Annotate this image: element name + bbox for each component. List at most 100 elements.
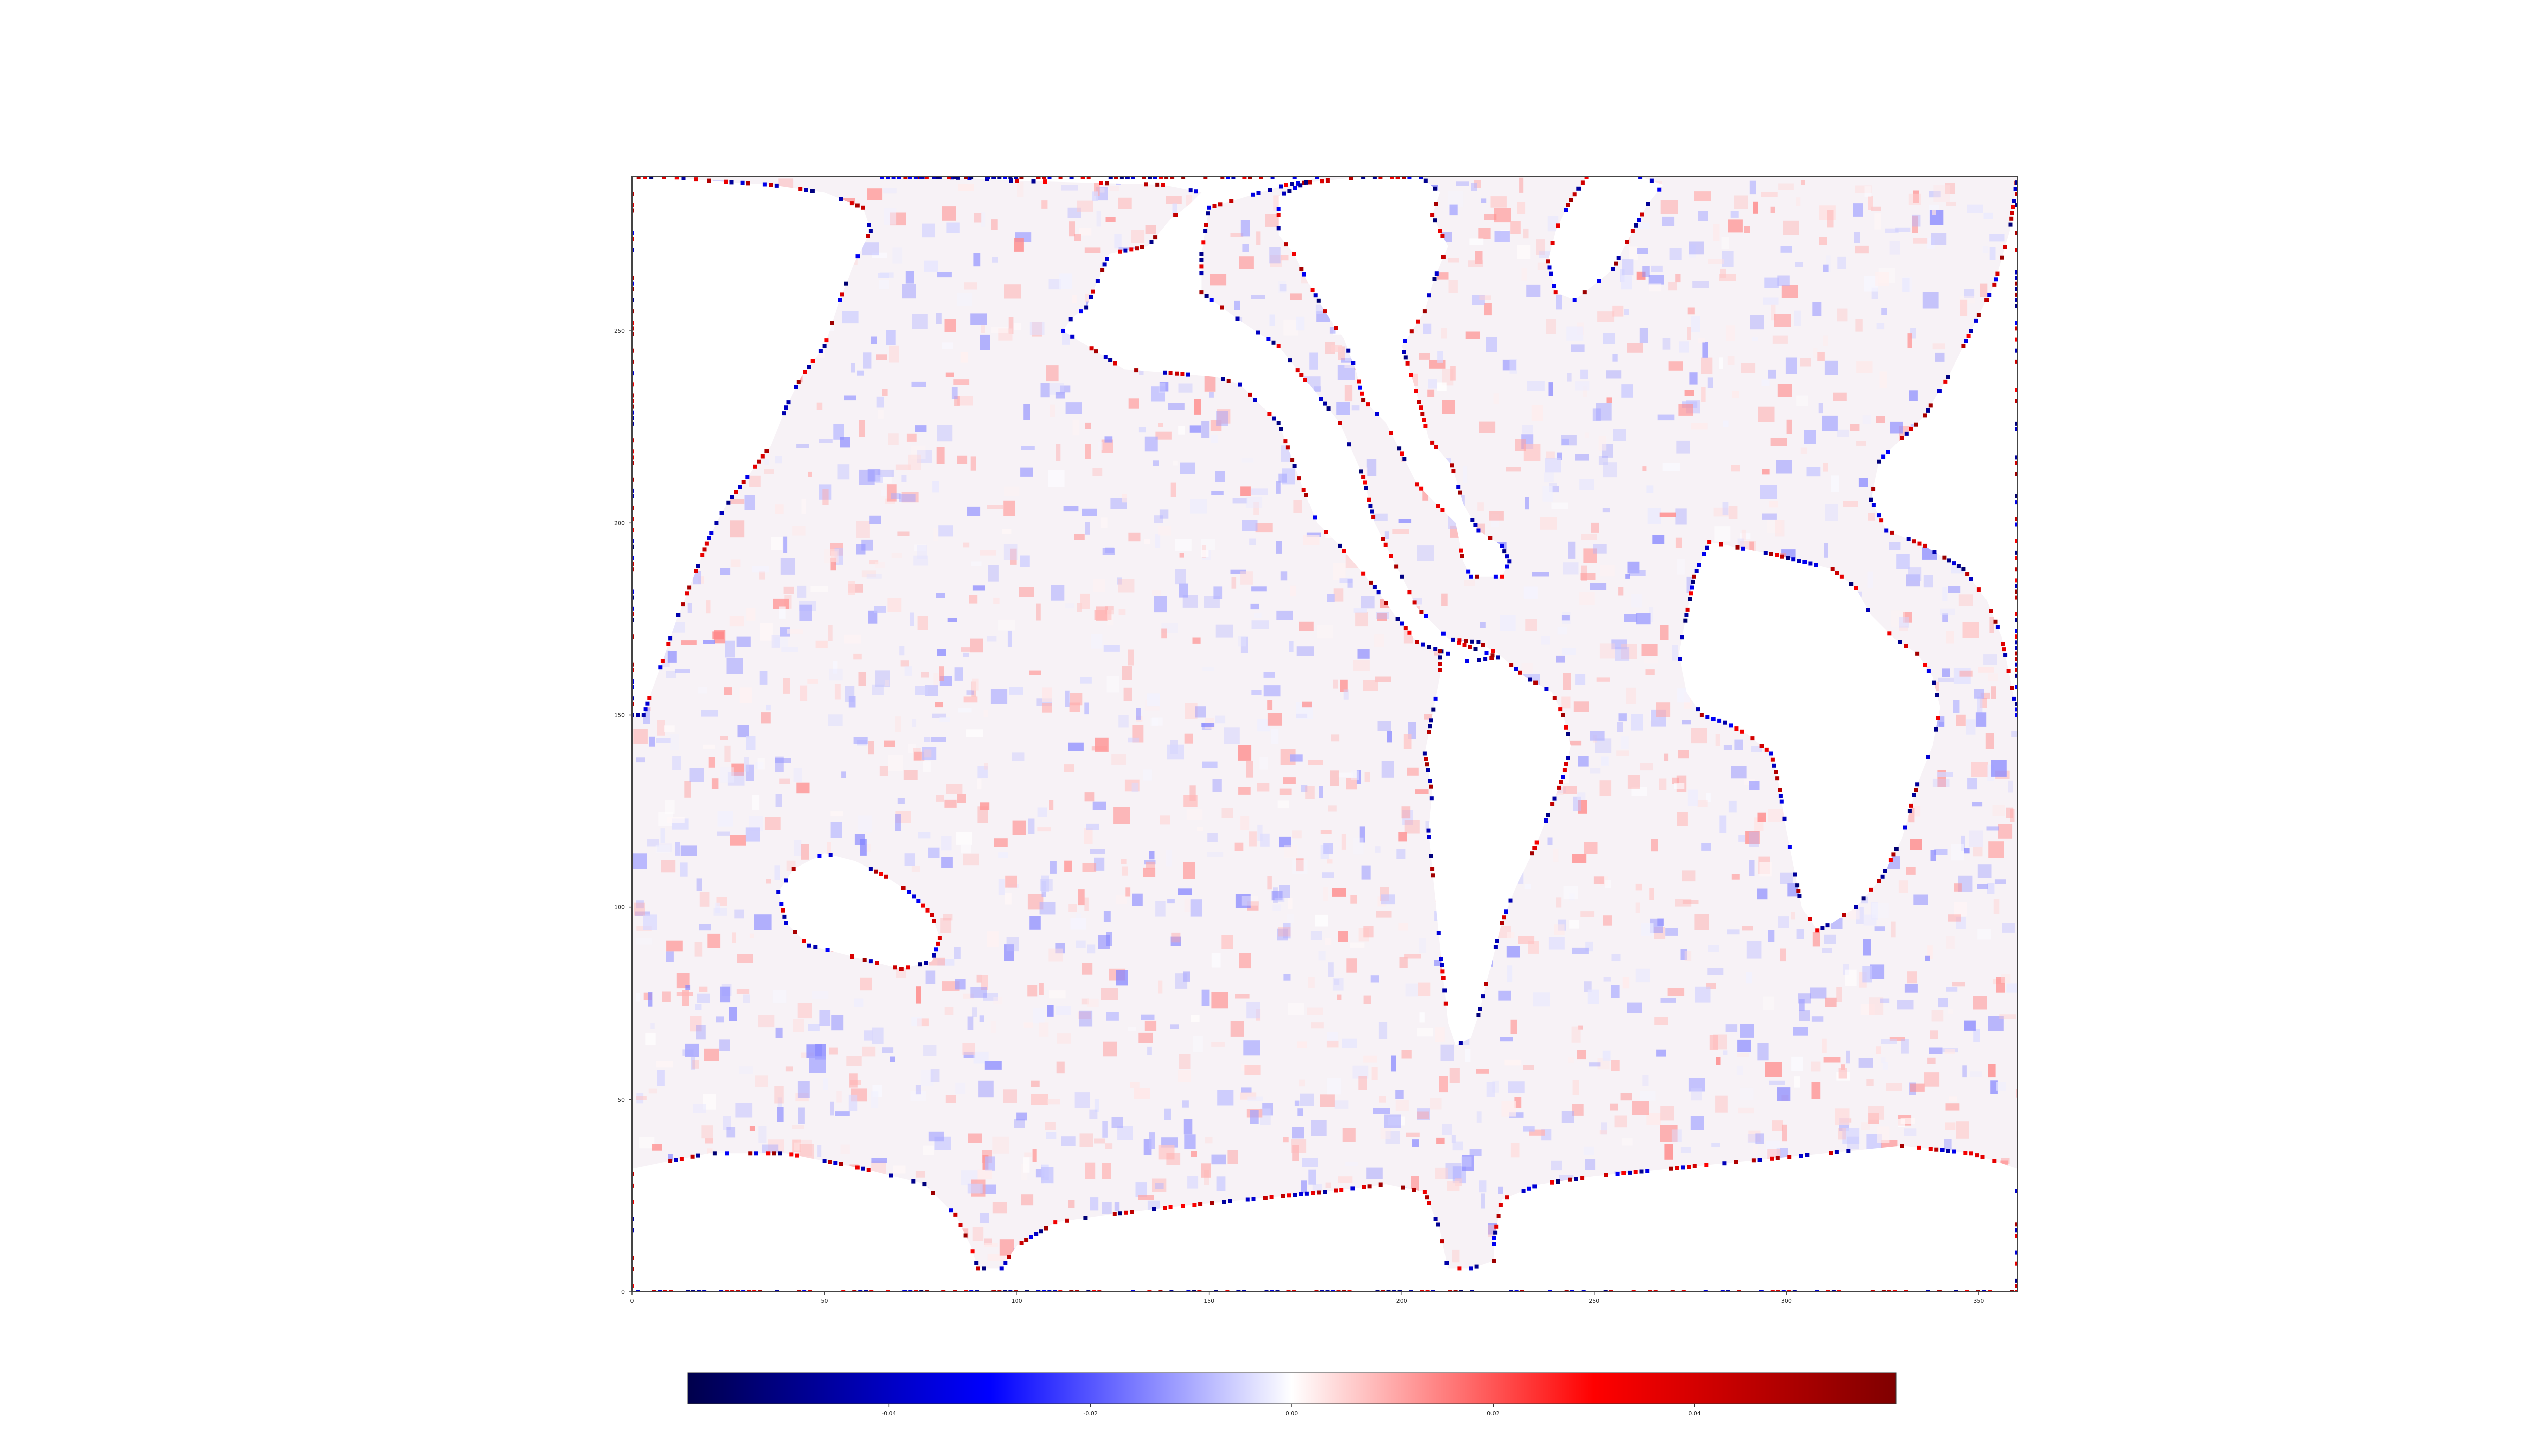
anomaly-cell — [1910, 328, 1916, 339]
coast-cell — [925, 908, 930, 913]
anomaly-cell — [1005, 875, 1017, 888]
anomaly-cell — [1577, 792, 1586, 800]
coast-cell — [632, 528, 634, 532]
land-north-america — [882, 177, 1510, 661]
coast-cell — [2002, 647, 2006, 652]
coast-cell — [2015, 668, 2017, 672]
anomaly-cell — [1734, 739, 1743, 750]
anomaly-cell — [682, 1049, 694, 1056]
anomaly-cell — [774, 865, 780, 880]
anomaly-cell — [1660, 1106, 1674, 1121]
anomaly-cell — [861, 570, 876, 578]
anomaly-cell — [1664, 1144, 1673, 1160]
anomaly-cell — [779, 778, 790, 784]
anomaly-cell — [1871, 206, 1881, 211]
coast-cell — [1366, 402, 1370, 407]
anomaly-cell — [1479, 295, 1491, 300]
anomaly-cell — [1311, 1120, 1327, 1136]
coast-cell — [730, 1290, 735, 1292]
coast-cell — [1628, 1170, 1632, 1175]
anomaly-cell — [732, 932, 736, 943]
anomaly-cell — [1336, 402, 1350, 415]
anomaly-cell — [1417, 1111, 1429, 1119]
coast-cell — [844, 281, 848, 286]
anomaly-cell — [1716, 1057, 1721, 1065]
anomaly-cell — [815, 640, 828, 648]
coast-cell — [1792, 1290, 1797, 1292]
coast-cell — [934, 947, 938, 952]
anomaly-cell — [881, 470, 892, 484]
anomaly-cell — [1927, 945, 1933, 959]
anomaly-cell — [808, 1024, 820, 1031]
anomaly-cell — [664, 725, 675, 732]
coast-cell — [1058, 177, 1063, 179]
anomaly-cell — [1672, 777, 1679, 784]
anomaly-cell — [974, 213, 982, 223]
coast-cell — [1320, 1290, 1324, 1292]
coast-cell — [1502, 549, 1507, 554]
coast-cell — [1914, 788, 1918, 792]
coast-cell — [1559, 780, 1563, 784]
anomaly-cell — [799, 604, 812, 621]
anomaly-cell — [1480, 622, 1486, 628]
anomaly-cell — [1556, 655, 1565, 663]
coast-cell — [1279, 184, 1283, 189]
anomaly-cell — [1552, 486, 1559, 493]
anomaly-cell — [1620, 1093, 1632, 1101]
anomaly-cell — [1651, 839, 1658, 852]
coast-cell — [1544, 687, 1549, 691]
coast-cell — [1495, 939, 1499, 943]
coast-cell — [1153, 177, 1157, 179]
anomaly-cell — [1770, 438, 1787, 446]
anomaly-cell — [1251, 620, 1269, 629]
anomaly-cell — [1715, 1095, 1728, 1113]
anomaly-cell — [633, 729, 648, 744]
anomaly-cell — [1447, 1181, 1460, 1191]
anomaly-cell — [1579, 592, 1595, 605]
anomaly-cell — [809, 1056, 826, 1073]
anomaly-cell — [1201, 539, 1215, 550]
anomaly-cell — [992, 1202, 1007, 1214]
anomaly-cell — [797, 1003, 812, 1019]
anomaly-cell — [1260, 833, 1270, 847]
anomaly-cell — [1740, 1024, 1754, 1038]
coast-cell — [1572, 298, 1577, 302]
coast-cell — [1547, 265, 1552, 270]
coast-cell — [2015, 589, 2017, 594]
coast-cell — [986, 177, 990, 179]
anomaly-cell — [1992, 805, 2005, 816]
anomaly-cell — [1419, 353, 1430, 360]
coast-cell — [1904, 644, 1908, 648]
coast-cell — [1019, 177, 1024, 179]
coast-cell — [1444, 1261, 1449, 1265]
anomaly-cell — [1510, 221, 1521, 234]
anomaly-cell — [1596, 677, 1610, 682]
anomaly-cell — [1664, 753, 1669, 761]
anomaly-cell — [841, 771, 846, 778]
anomaly-cell — [1879, 371, 1887, 388]
anomaly-cell — [1825, 997, 1837, 1007]
anomaly-cell — [1292, 1145, 1299, 1161]
anomaly-cell — [860, 977, 872, 991]
coast-cell — [1248, 177, 1252, 179]
anomaly-cell — [1326, 1078, 1342, 1095]
anomaly-cell — [762, 1144, 779, 1153]
anomaly-cell — [1812, 932, 1820, 947]
coast-cell — [914, 1290, 918, 1292]
coast-cell — [632, 618, 634, 622]
coast-cell — [707, 536, 711, 540]
coast-cell — [1245, 1197, 1250, 1202]
anomaly-cell — [1648, 275, 1664, 285]
coast-cell — [1576, 186, 1581, 191]
coast-cell — [1550, 1180, 1554, 1185]
anomaly-cell — [1531, 405, 1543, 421]
anomaly-cell — [1092, 468, 1103, 476]
anomaly-cell — [1031, 1080, 1040, 1087]
anomaly-cell — [1227, 1150, 1238, 1164]
coast-cell — [807, 943, 811, 948]
colorbar-tick-label: -0.04 — [882, 1410, 896, 1417]
coast-cell — [1438, 229, 1442, 233]
anomaly-cell — [1698, 337, 1705, 343]
anomaly-cell — [1924, 1072, 1940, 1087]
anomaly-cell — [725, 640, 735, 658]
